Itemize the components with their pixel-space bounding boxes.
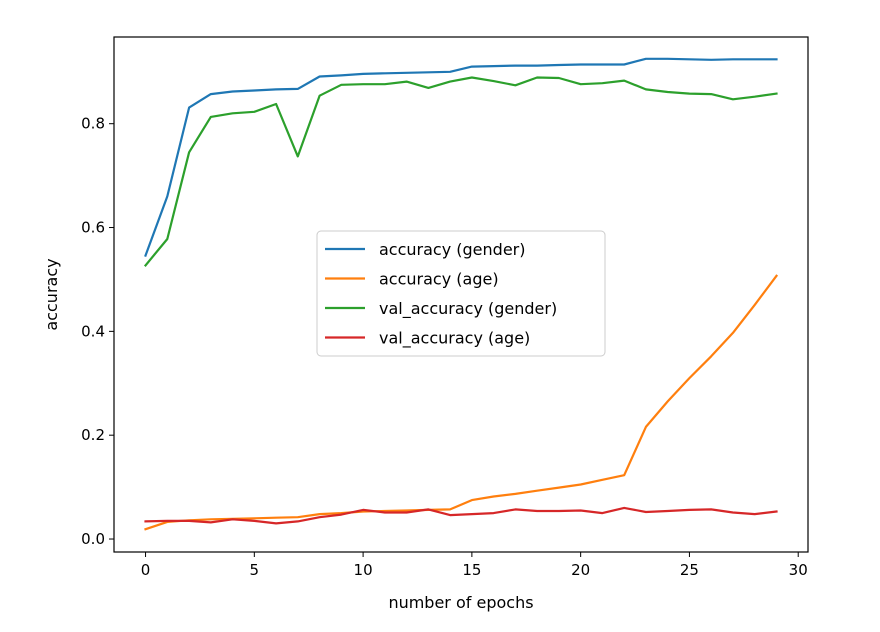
x-tick-label: 20 [571, 561, 590, 579]
y-axis-ticks: 0.0 0.2 0.4 0.6 0.8 [81, 115, 114, 548]
x-tick-label: 5 [250, 561, 260, 579]
x-tick-label: 25 [680, 561, 699, 579]
series-line-0 [144, 57, 778, 258]
series-line-3 [144, 506, 778, 525]
x-axis-label: number of epochs [388, 593, 533, 612]
y-tick-label: 0.4 [81, 322, 105, 340]
legend-box [316, 230, 606, 357]
x-tick-label: 10 [354, 561, 373, 579]
plot-frame [113, 36, 809, 553]
x-tick-label: 0 [141, 561, 151, 579]
series-line-2 [143, 76, 778, 267]
legend-label-0: accuracy (gender) [379, 240, 525, 259]
series-line-1 [144, 274, 779, 531]
legend-label-1: accuracy (age) [379, 270, 499, 289]
y-tick-label: 0.6 [81, 219, 105, 237]
x-tick-label: 15 [462, 561, 481, 579]
plot-lines [143, 57, 779, 531]
x-axis-ticks: 0 5 10 15 20 25 30 [141, 552, 808, 579]
x-tick-label: 30 [789, 561, 808, 579]
legend-label-3: val_accuracy (age) [379, 329, 530, 349]
legend: accuracy (gender) accuracy (age) val_accur… [316, 230, 606, 357]
y-tick-label: 0.0 [81, 530, 105, 548]
legend-label-2: val_accuracy (gender) [379, 299, 557, 319]
y-tick-label: 0.2 [81, 426, 105, 444]
y-tick-label: 0.8 [81, 115, 105, 133]
y-axis-label: accuracy [42, 258, 61, 330]
